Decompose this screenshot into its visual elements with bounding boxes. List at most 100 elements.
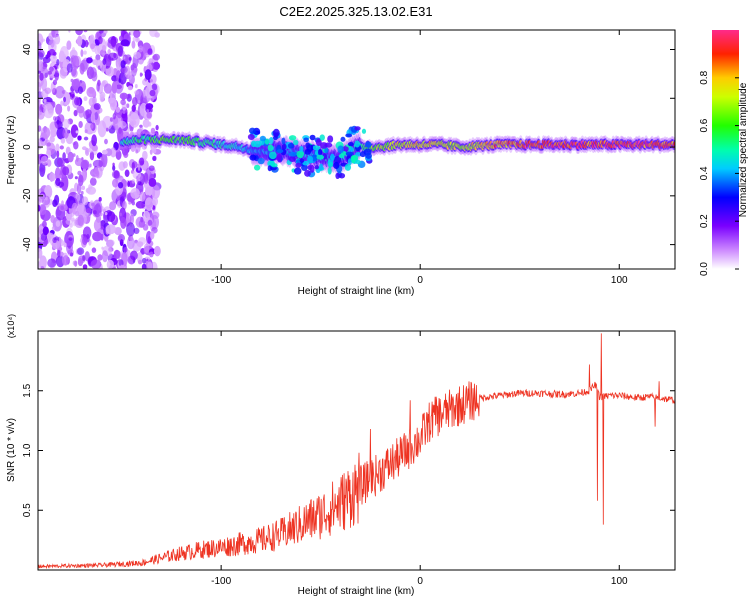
noise-blob [91,247,97,253]
disturbance-blob [295,162,302,168]
noise-blob [107,39,117,49]
disturbance-blob [299,146,304,153]
noise-blob [132,119,137,126]
disturbance-blob [268,151,277,160]
chart-title: C2E2.2025.325.13.02.E31 [279,4,432,19]
top-x-tick-label: -100 [211,275,231,286]
disturbance-blob [347,141,354,147]
noise-blob [107,239,115,247]
noise-blob [88,97,96,107]
noise-blob [103,30,108,34]
noise-blob [54,115,62,129]
noise-blob [144,197,154,212]
noise-blob [148,58,154,63]
noise-blob [139,127,144,132]
noise-blob [39,193,46,201]
noise-blob [58,50,65,63]
noise-blob [141,144,147,150]
bottom-y-tick-label: 1.0 [22,443,33,457]
noise-blob [80,159,90,170]
noise-blob [76,35,83,47]
noise-blob [62,255,70,266]
noise-blob [117,50,123,57]
noise-blob [126,103,130,109]
disturbance-blob [327,161,334,168]
bottom-x-axis-label: Height of straight line (km) [298,586,415,597]
noise-blob [122,110,126,114]
bottom-x-tick-label: -100 [211,576,231,587]
noise-blob [146,108,150,113]
noise-blob [75,30,83,36]
noise-blob [101,152,108,168]
snr-series-line [38,333,675,570]
noise-blob [129,214,135,225]
noise-blob [67,151,74,163]
colorbar-tick-label: 0.4 [699,166,710,180]
noise-blob [42,101,52,110]
noise-blob [136,37,140,42]
noise-blob [134,84,138,89]
noise-blob [62,166,70,176]
noise-blob [39,72,44,81]
noise-blob [52,79,58,86]
noise-blob [103,83,113,94]
noise-blob [39,162,46,178]
noise-blob [103,211,110,224]
disturbance-blob [304,169,311,177]
disturbance-blob [276,149,284,154]
noise-blob [92,210,97,215]
noise-blob [62,127,69,139]
noise-blob [139,72,143,77]
noise-blob [97,65,101,70]
noise-blob [128,201,132,205]
noise-blob [40,126,51,140]
noise-blob [63,96,67,103]
noise-blob [130,250,138,261]
disturbance-blob [338,153,345,159]
disturbance-blob [293,139,299,146]
noise-blob [134,90,140,95]
noise-blob [70,57,74,63]
noise-blob [150,127,156,134]
noise-blob [86,57,93,64]
noise-blob [90,43,96,50]
bottom-y-axis-label: SNR (10 * v/v) [6,418,17,482]
disturbance-blob [309,164,315,173]
noise-blob [82,264,88,269]
noise-blob [120,60,126,69]
noise-blob [83,136,89,141]
noise-blob [73,141,79,150]
disturbance-blob [345,133,353,138]
noise-blob [63,242,67,248]
noise-blob [104,138,108,145]
noise-blob [130,187,140,199]
noise-blob [84,129,88,134]
noise-blob [141,257,147,264]
noise-blob [91,144,98,152]
disturbance-blob [333,161,340,170]
noise-blob [139,191,146,202]
noise-blob [131,104,136,112]
noise-blob [149,149,153,155]
noise-blob [62,118,70,129]
disturbance-blob [281,137,286,145]
disturbance-blob [305,142,311,149]
noise-blob [112,165,116,171]
noise-blob [72,260,77,266]
noise-blob [123,246,128,253]
noise-blob [102,58,107,65]
disturbance-blob [303,137,309,143]
noise-blob [124,169,130,177]
disturbance-blob [318,163,324,171]
noise-blob [93,166,103,179]
noise-blob [38,138,43,150]
disturbance-blob [253,140,262,148]
noise-blob [134,143,141,153]
noise-blob [40,266,45,269]
disturbance-blob [271,163,278,168]
disturbance-blob [257,157,265,165]
top-y-tick-label: 0 [22,144,33,150]
noise-blob [135,216,145,228]
noise-blob [88,87,95,94]
noise-blob [155,124,159,131]
